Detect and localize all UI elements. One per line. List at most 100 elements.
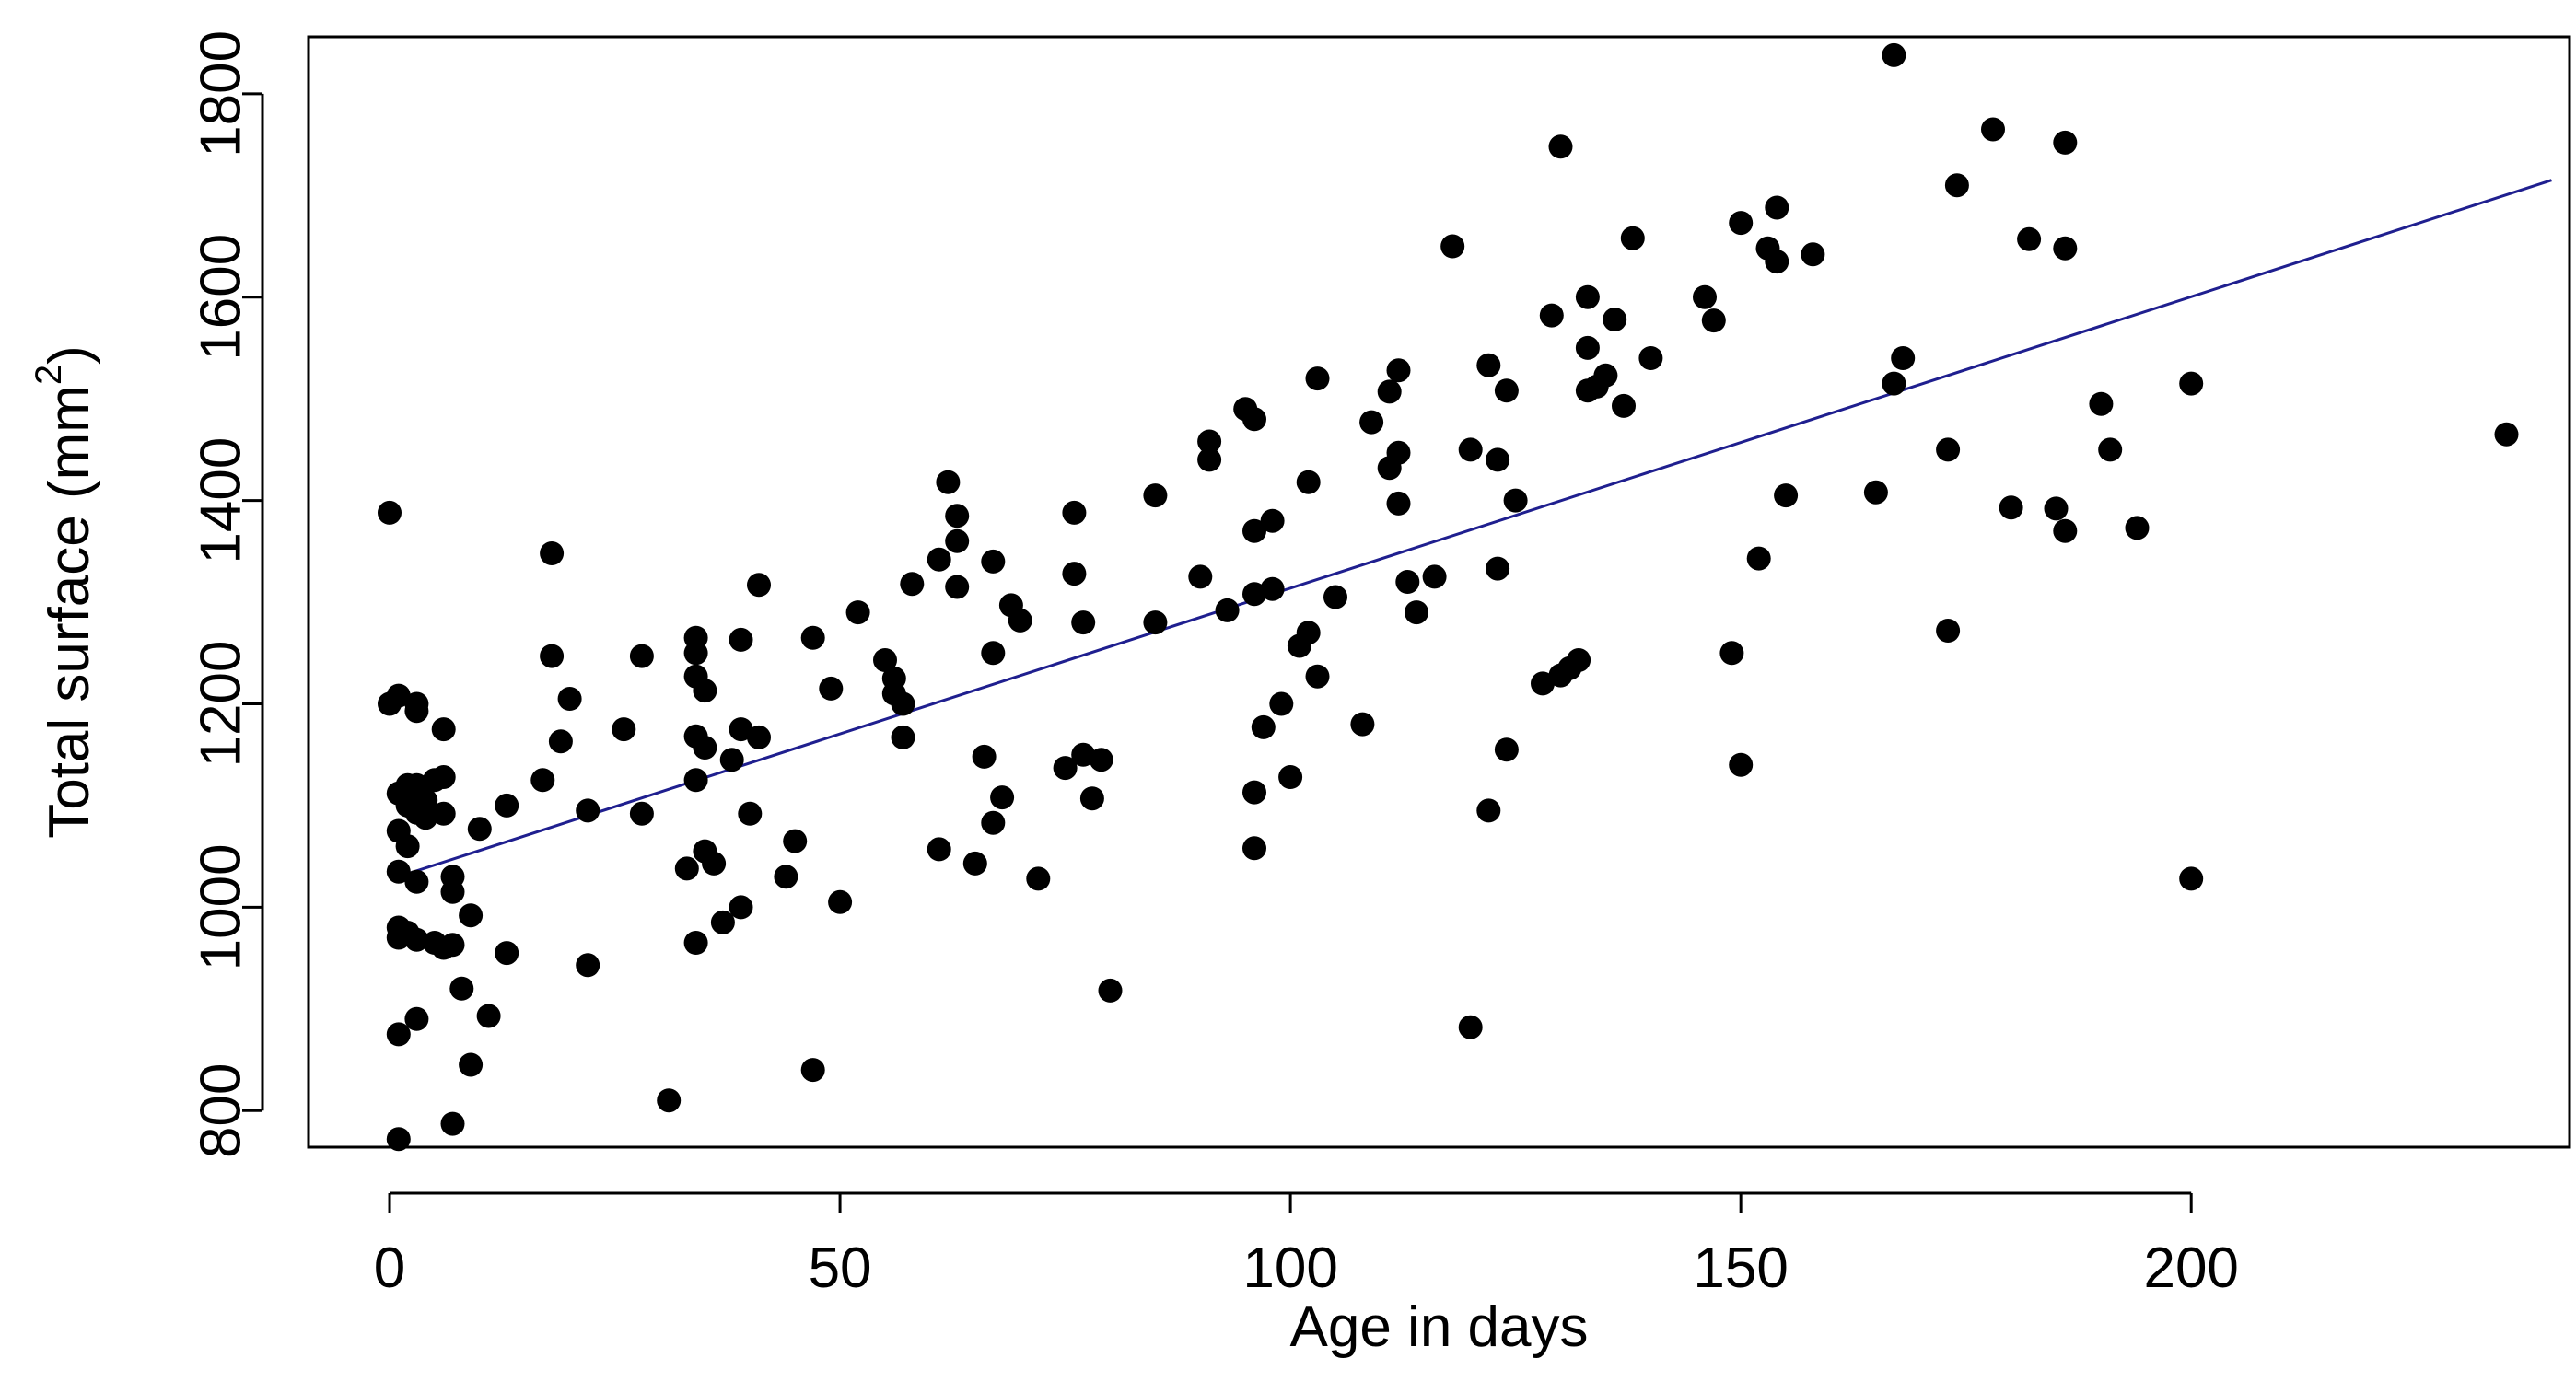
data-point [1305, 664, 1330, 689]
y-tick-label: 1400 [190, 437, 253, 564]
data-point [1765, 250, 1789, 274]
regression-line [398, 179, 2552, 878]
data-point [1079, 786, 1104, 811]
data-point [828, 889, 853, 914]
data-point [2494, 422, 2519, 447]
data-point [1882, 371, 1906, 396]
data-point [414, 806, 438, 830]
data-point [1729, 752, 1754, 777]
data-point [414, 788, 438, 813]
data-point [2089, 391, 2114, 416]
data-point [1215, 598, 1240, 622]
data-point [1567, 648, 1591, 672]
trend-line-layer [398, 179, 2552, 878]
data-point [1350, 712, 1375, 737]
data-point [945, 504, 970, 528]
data-point [1494, 737, 1519, 762]
data-point [1701, 308, 1726, 333]
data-point [683, 641, 708, 666]
data-point [729, 627, 753, 652]
data-point [800, 625, 825, 650]
data-point [386, 1022, 411, 1047]
data-point [1882, 42, 1906, 67]
data-point [1359, 410, 1384, 435]
data-point [1053, 756, 1078, 781]
data-point [1575, 284, 1600, 309]
data-point [1593, 363, 1618, 388]
data-point [945, 528, 970, 553]
data-point [576, 798, 600, 823]
data-point [404, 699, 429, 724]
data-point [1603, 308, 1627, 331]
data-point [440, 879, 465, 904]
data-point [1531, 671, 1555, 696]
data-point [2125, 516, 2150, 540]
data-point [729, 895, 753, 920]
data-point [431, 717, 456, 742]
y-tick-label: 1600 [190, 234, 253, 361]
data-point [476, 1004, 501, 1028]
data-point [1296, 470, 1321, 494]
data-point [1071, 742, 1096, 767]
data-point [612, 717, 636, 742]
data-point [2017, 226, 2042, 251]
data-point [1098, 978, 1123, 1003]
data-point [719, 748, 744, 772]
axes: 0 50 100 150 200 800 1000 1200 1400 1600 1800 [190, 30, 2571, 1300]
data-point [540, 644, 565, 668]
data-point [1620, 226, 1645, 250]
data-point [1981, 117, 2005, 142]
data-point [683, 931, 708, 955]
data-point [702, 851, 727, 876]
data-point [1801, 242, 1825, 267]
data-point [495, 793, 519, 818]
data-point [1944, 173, 1969, 198]
data-point [440, 933, 465, 958]
data-point [927, 837, 951, 862]
data-point [629, 801, 654, 826]
data-point [1242, 582, 1266, 607]
data-point [2053, 236, 2078, 261]
data-point [557, 687, 582, 711]
data-point [2053, 130, 2078, 155]
data-point [981, 549, 1006, 574]
data-point [1242, 518, 1266, 543]
data-point [1062, 562, 1087, 586]
data-point [710, 910, 735, 934]
data-point [2098, 437, 2123, 462]
data-point [1197, 447, 1222, 472]
data-point [747, 573, 771, 598]
data-point [774, 865, 798, 889]
data-point [927, 547, 951, 572]
data-point [693, 679, 717, 703]
data-point [386, 1127, 411, 1152]
data-point [674, 856, 699, 881]
data-point [1476, 353, 1501, 377]
data-point [800, 1058, 825, 1083]
data-point [1936, 437, 1961, 462]
data-point [900, 572, 925, 597]
data-point [1422, 564, 1447, 589]
x-tick-label: 150 [1693, 1236, 1788, 1300]
data-point [990, 785, 1015, 810]
data-point [962, 851, 987, 876]
data-point [2053, 518, 2078, 543]
data-point [1458, 1015, 1483, 1039]
data-point [495, 941, 519, 966]
data-point [1386, 440, 1411, 465]
data-point [548, 729, 573, 754]
data-point [2179, 866, 2204, 891]
data-point [467, 817, 492, 842]
data-point [1386, 358, 1411, 383]
data-point [972, 744, 997, 769]
data-point [1774, 483, 1799, 508]
data-point [576, 953, 600, 978]
data-point [683, 768, 708, 793]
data-point [1188, 564, 1213, 589]
data-point [1548, 134, 1573, 159]
data-point [459, 903, 484, 928]
data-point [1278, 765, 1303, 789]
data-point [1143, 483, 1168, 508]
data-point [783, 829, 808, 853]
data-point [629, 644, 654, 668]
